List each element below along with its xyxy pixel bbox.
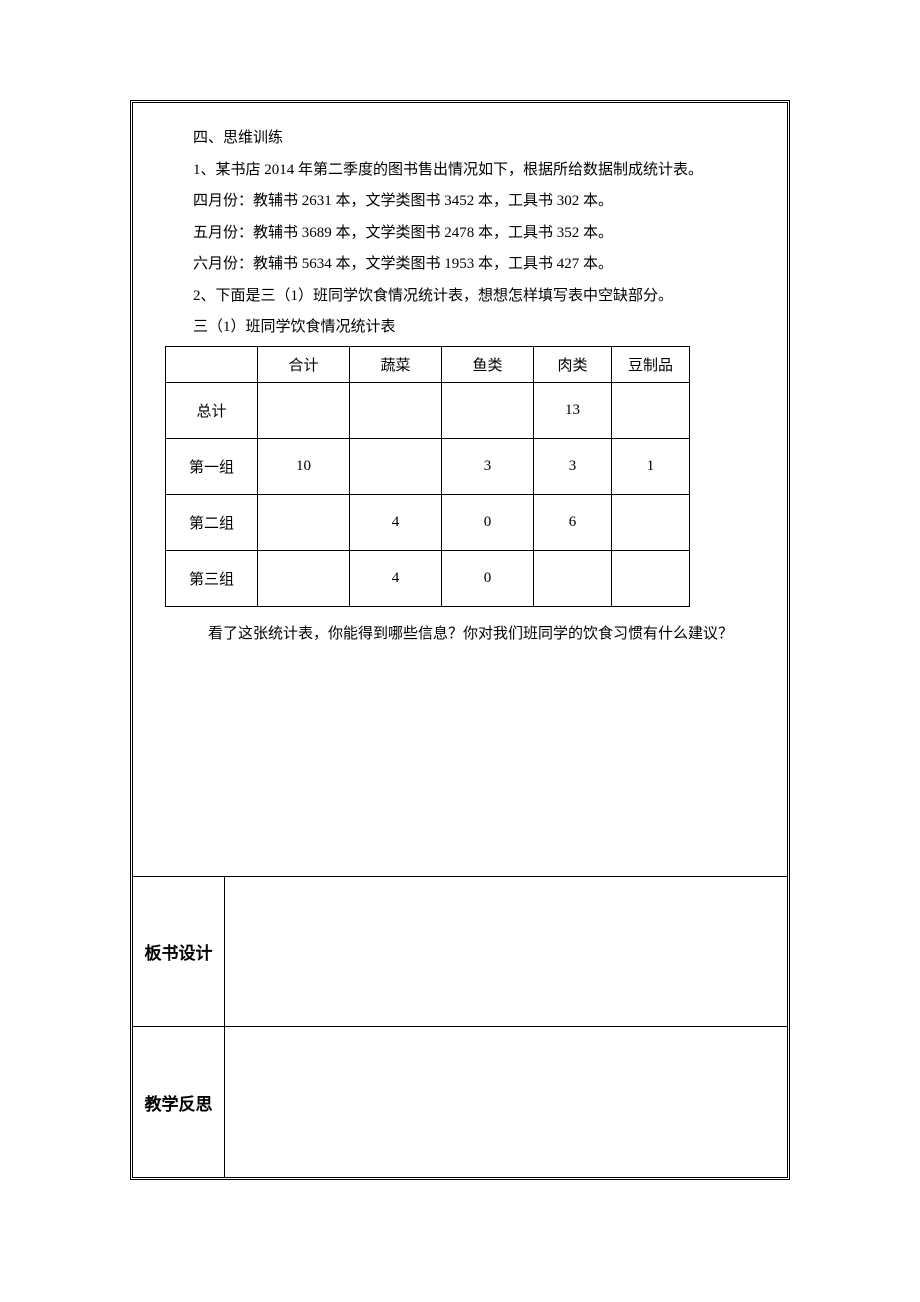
table-cell [350, 382, 442, 438]
q1-intro: 1、某书店 2014 年第二季度的图书售出情况如下，根据所给数据制成统计表。 [163, 155, 757, 187]
table-row: 第三组 4 0 [166, 550, 690, 606]
table-cell: 0 [442, 550, 534, 606]
header-cell-total: 合计 [258, 346, 350, 382]
content-spacer [133, 664, 787, 877]
teaching-reflection-label: 教学反思 [133, 1027, 225, 1177]
header-cell-meat: 肉类 [534, 346, 612, 382]
header-cell-bean: 豆制品 [612, 346, 690, 382]
q1-line-may: 五月份：教辅书 3689 本，文学类图书 2478 本，工具书 352 本。 [163, 218, 757, 250]
document-frame: 四、思维训练 1、某书店 2014 年第二季度的图书售出情况如下，根据所给数据制… [130, 100, 790, 1180]
table-cell [350, 438, 442, 494]
row-label-total: 总计 [166, 382, 258, 438]
table-cell: 0 [442, 494, 534, 550]
table-cell [258, 550, 350, 606]
header-cell-fish: 鱼类 [442, 346, 534, 382]
q1-line-april: 四月份：教辅书 2631 本，文学类图书 3452 本，工具书 302 本。 [163, 186, 757, 218]
table-cell: 6 [534, 494, 612, 550]
board-design-row: 板书设计 [133, 877, 787, 1027]
teaching-reflection-row: 教学反思 [133, 1027, 787, 1177]
main-content: 四、思维训练 1、某书店 2014 年第二季度的图书售出情况如下，根据所给数据制… [133, 103, 787, 664]
table-cell: 3 [442, 438, 534, 494]
row-label-group3: 第三组 [166, 550, 258, 606]
table-cell: 1 [612, 438, 690, 494]
table-cell: 4 [350, 550, 442, 606]
table-row: 总计 13 [166, 382, 690, 438]
header-cell-empty [166, 346, 258, 382]
teaching-reflection-content [225, 1027, 787, 1177]
row-label-group1: 第一组 [166, 438, 258, 494]
q2-followup-question: 看了这张统计表，你能得到哪些信息？你对我们班同学的饮食习惯有什么建议？ [163, 619, 757, 649]
bottom-section: 板书设计 教学反思 [133, 876, 787, 1177]
table-row: 第二组 4 0 6 [166, 494, 690, 550]
table-cell [258, 494, 350, 550]
q2-table-title: 三（1）班同学饮食情况统计表 [163, 312, 757, 344]
header-cell-veg: 蔬菜 [350, 346, 442, 382]
table-cell [612, 550, 690, 606]
table-cell [534, 550, 612, 606]
table-cell [612, 494, 690, 550]
table-cell: 13 [534, 382, 612, 438]
section-title: 四、思维训练 [163, 123, 757, 155]
row-label-group2: 第二组 [166, 494, 258, 550]
table-cell [612, 382, 690, 438]
q2-intro: 2、下面是三（1）班同学饮食情况统计表，想想怎样填写表中空缺部分。 [163, 281, 757, 313]
table-cell: 4 [350, 494, 442, 550]
board-design-content [225, 877, 787, 1026]
table-cell [442, 382, 534, 438]
table-row: 第一组 10 3 3 1 [166, 438, 690, 494]
table-cell [258, 382, 350, 438]
table-header-row: 合计 蔬菜 鱼类 肉类 豆制品 [166, 346, 690, 382]
q1-line-june: 六月份：教辅书 5634 本，文学类图书 1953 本，工具书 427 本。 [163, 249, 757, 281]
board-design-label: 板书设计 [133, 877, 225, 1026]
table-cell: 3 [534, 438, 612, 494]
table-cell: 10 [258, 438, 350, 494]
diet-statistics-table: 合计 蔬菜 鱼类 肉类 豆制品 总计 13 第一组 10 3 3 1 [165, 346, 690, 607]
